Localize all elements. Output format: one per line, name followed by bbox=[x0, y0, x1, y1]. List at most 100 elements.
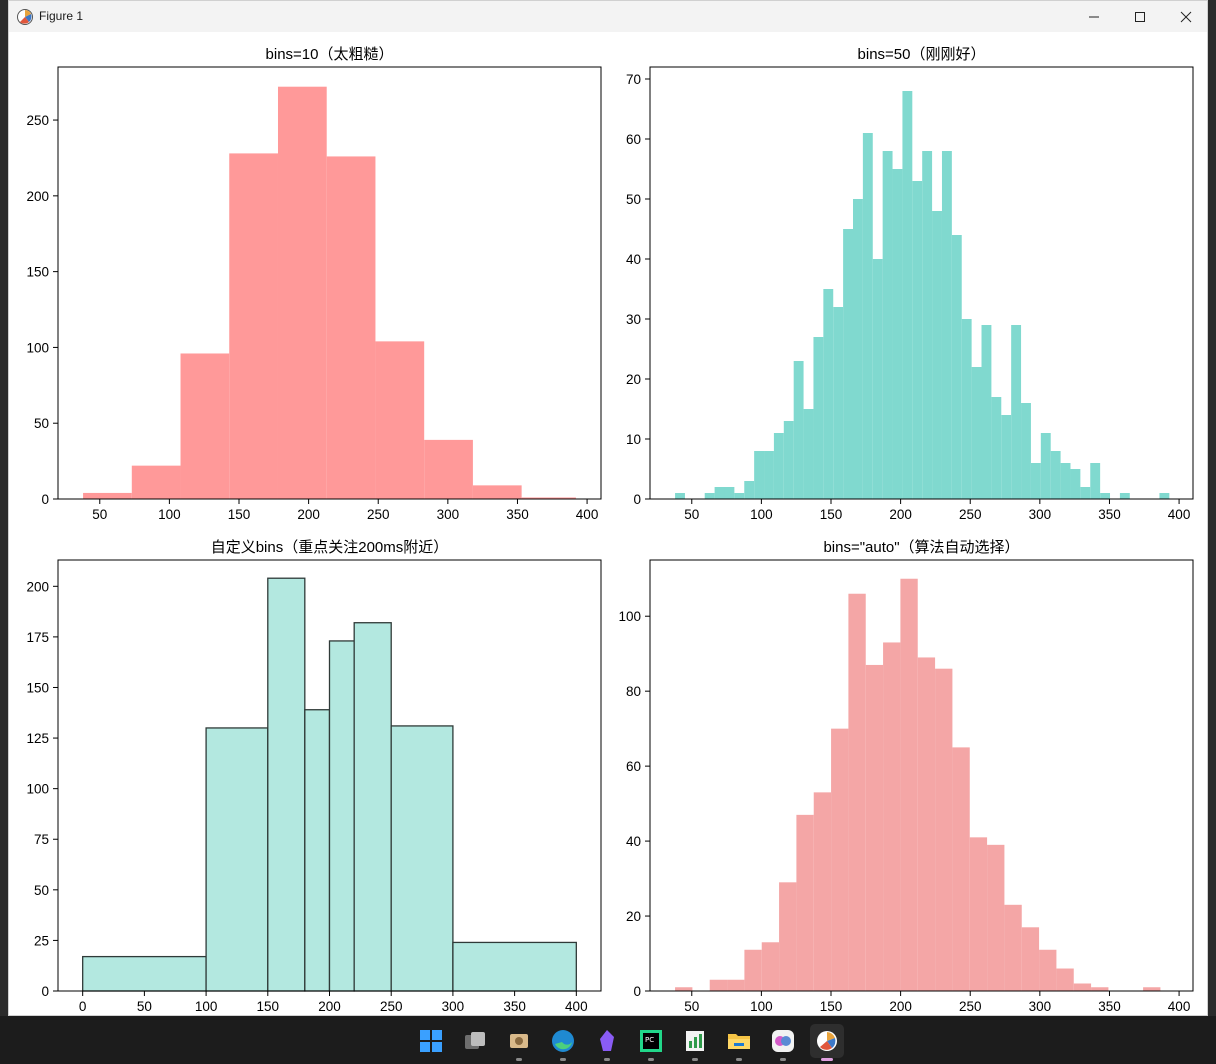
matplotlib-figure-button[interactable] bbox=[810, 1024, 844, 1061]
histogram-bar bbox=[883, 642, 901, 991]
subplot-title: bins="auto"（算法自动选择） bbox=[823, 538, 1019, 556]
x-tick-label: 300 bbox=[442, 999, 465, 1014]
chart-app-button[interactable] bbox=[678, 1024, 712, 1061]
minimize-button[interactable] bbox=[1071, 1, 1117, 32]
y-tick-label: 50 bbox=[626, 192, 641, 207]
title-bar[interactable]: Figure 1 bbox=[9, 1, 1207, 32]
y-tick-label: 75 bbox=[34, 832, 49, 847]
histogram-bar bbox=[1091, 987, 1109, 991]
x-tick-label: 200 bbox=[318, 999, 341, 1014]
obsidian-button[interactable] bbox=[590, 1024, 624, 1061]
file-viewer-button[interactable] bbox=[502, 1024, 536, 1061]
subplot-1: 50 100 150 200 250 300 350 400 0 50 100 150 200 250 bi… bbox=[26, 46, 602, 522]
histogram-bar bbox=[764, 451, 774, 499]
y-tick-label: 80 bbox=[626, 684, 641, 699]
file-explorer-button[interactable] bbox=[722, 1024, 756, 1061]
edge-browser-icon bbox=[552, 1030, 574, 1052]
x-tick-label: 100 bbox=[195, 999, 218, 1014]
y-tick-label: 100 bbox=[26, 340, 49, 355]
running-indicator bbox=[780, 1058, 786, 1061]
histogram-bar bbox=[744, 481, 755, 499]
x-tick-label: 200 bbox=[889, 507, 912, 522]
y-tick-label: 25 bbox=[34, 933, 49, 948]
x-tick-label: 400 bbox=[1168, 507, 1191, 522]
histogram-bar bbox=[922, 151, 933, 499]
histogram-bar bbox=[813, 792, 832, 991]
histogram-bar bbox=[1090, 463, 1101, 499]
x-tick-label: 50 bbox=[92, 507, 107, 522]
x-tick-label: 400 bbox=[576, 507, 599, 522]
histogram-bar bbox=[902, 91, 913, 499]
pycharm-icon: PC bbox=[640, 1030, 662, 1052]
histogram-bar bbox=[831, 728, 849, 991]
file-explorer-icon bbox=[728, 1034, 750, 1049]
histogram-bar bbox=[727, 979, 745, 991]
y-tick-label: 175 bbox=[26, 630, 49, 645]
histogram-bar bbox=[724, 487, 735, 499]
histogram-bar bbox=[932, 211, 942, 499]
x-tick-label: 50 bbox=[137, 999, 152, 1014]
x-tick-label: 250 bbox=[959, 999, 982, 1014]
histogram-bar bbox=[912, 181, 923, 499]
histogram-bar bbox=[941, 151, 952, 499]
edge-browser-button[interactable] bbox=[546, 1024, 580, 1061]
histogram-bar bbox=[1040, 433, 1051, 499]
pycharm-button[interactable]: PC bbox=[634, 1024, 668, 1061]
histogram-bar bbox=[1056, 968, 1074, 991]
histogram-bar bbox=[353, 622, 392, 992]
histogram-bar bbox=[872, 259, 883, 499]
close-button[interactable] bbox=[1163, 1, 1207, 32]
histogram-bar bbox=[773, 433, 784, 499]
histogram-bar bbox=[714, 487, 725, 499]
y-tick-label: 60 bbox=[626, 759, 641, 774]
y-tick-label: 0 bbox=[41, 984, 49, 999]
histogram-bar bbox=[951, 235, 962, 499]
brain-app-button[interactable] bbox=[766, 1024, 800, 1061]
histogram-bar bbox=[452, 941, 577, 992]
histogram-bar bbox=[952, 747, 970, 991]
histogram-bar bbox=[783, 421, 794, 499]
histogram-bar bbox=[277, 86, 327, 499]
chart-app-icon bbox=[686, 1031, 704, 1051]
task-view-icon bbox=[465, 1032, 485, 1049]
histogram-bar bbox=[229, 153, 278, 499]
histogram-bar bbox=[969, 837, 988, 991]
histogram-bar bbox=[734, 493, 745, 499]
x-tick-label: 150 bbox=[257, 999, 280, 1014]
x-tick-label: 300 bbox=[1029, 507, 1052, 522]
histogram-bar bbox=[675, 987, 693, 991]
histogram-bar bbox=[390, 725, 454, 992]
histogram-bar bbox=[704, 493, 715, 499]
file-viewer-icon bbox=[510, 1034, 528, 1048]
histogram-bar bbox=[1050, 451, 1061, 499]
x-tick-label: 100 bbox=[750, 999, 773, 1014]
subplot-2: 50 100 150 200 250 300 350 400 0 10 20 30 40 50 60 70 bi… bbox=[626, 46, 1194, 522]
x-tick-label: 350 bbox=[1098, 507, 1121, 522]
axes-frame bbox=[649, 559, 1194, 992]
subplot-title: bins=10（太粗糙） bbox=[266, 46, 394, 63]
histogram-bar bbox=[1011, 325, 1022, 499]
y-tick-label: 150 bbox=[26, 680, 49, 695]
start-button[interactable] bbox=[414, 1024, 448, 1058]
histogram-bar bbox=[1159, 493, 1170, 499]
y-tick-label: 250 bbox=[26, 113, 49, 128]
axes-frame bbox=[57, 66, 602, 500]
y-tick-label: 100 bbox=[618, 609, 641, 624]
histogram-bar bbox=[823, 289, 834, 499]
histogram-bar bbox=[1001, 415, 1012, 499]
matplotlib-app-icon bbox=[16, 8, 34, 26]
start-icon bbox=[420, 1030, 442, 1052]
maximize-button[interactable] bbox=[1117, 1, 1163, 32]
histogram-bar bbox=[1143, 987, 1161, 991]
x-tick-label: 250 bbox=[380, 999, 403, 1014]
histogram-bar bbox=[852, 199, 863, 499]
histogram-bar bbox=[987, 844, 1005, 991]
x-tick-label: 250 bbox=[367, 507, 390, 522]
task-view-button[interactable] bbox=[458, 1024, 492, 1058]
y-tick-label: 150 bbox=[26, 265, 49, 280]
figure-window: Figure 1 50 100 150 200 250 300 350 400 0 50 100 15… bbox=[8, 0, 1208, 1016]
minimize-icon bbox=[1089, 16, 1099, 17]
x-tick-label: 200 bbox=[297, 507, 320, 522]
histogram-bar bbox=[205, 727, 269, 992]
x-tick-label: 100 bbox=[158, 507, 181, 522]
